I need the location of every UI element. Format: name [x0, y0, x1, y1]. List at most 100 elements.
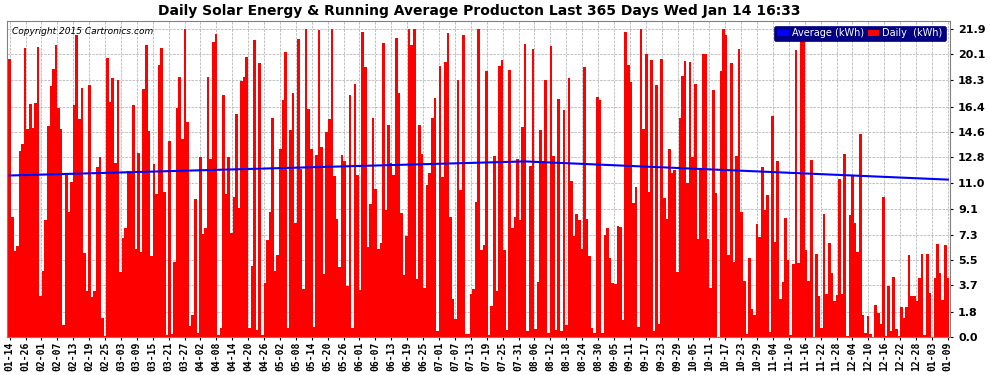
Bar	[163, 192, 165, 337]
Bar	[426, 185, 429, 337]
Bar	[514, 217, 516, 337]
Bar	[8, 58, 11, 337]
Bar	[34, 104, 37, 337]
Bar	[281, 100, 284, 337]
Bar	[853, 222, 856, 337]
Bar	[776, 161, 779, 337]
Bar	[416, 279, 418, 337]
Bar	[361, 32, 364, 337]
Bar	[305, 29, 307, 337]
Bar	[233, 197, 236, 337]
Bar	[565, 326, 567, 337]
Bar	[238, 208, 241, 337]
Bar	[379, 243, 382, 337]
Bar	[941, 300, 944, 337]
Bar	[346, 286, 348, 337]
Bar	[866, 316, 869, 337]
Bar	[341, 155, 344, 337]
Bar	[138, 153, 140, 337]
Bar	[516, 159, 519, 337]
Bar	[658, 324, 660, 337]
Bar	[715, 194, 717, 337]
Bar	[787, 261, 789, 337]
Bar	[480, 250, 482, 337]
Bar	[220, 328, 223, 337]
Bar	[434, 98, 437, 337]
Bar	[650, 60, 652, 337]
Bar	[482, 244, 485, 337]
Bar	[689, 62, 691, 337]
Bar	[676, 272, 678, 337]
Bar	[823, 214, 826, 337]
Bar	[86, 291, 88, 337]
Bar	[181, 139, 183, 337]
Bar	[50, 86, 52, 337]
Bar	[828, 243, 831, 337]
Bar	[663, 198, 665, 337]
Bar	[300, 169, 302, 337]
Bar	[919, 278, 921, 337]
Bar	[54, 45, 57, 337]
Bar	[29, 104, 32, 337]
Bar	[815, 254, 818, 337]
Bar	[75, 35, 78, 337]
Bar	[792, 264, 795, 337]
Bar	[892, 277, 895, 337]
Bar	[16, 246, 19, 337]
Bar	[707, 239, 710, 337]
Bar	[336, 219, 339, 337]
Bar	[250, 266, 253, 337]
Bar	[387, 124, 390, 337]
Bar	[11, 217, 14, 337]
Bar	[135, 249, 138, 337]
Bar	[633, 203, 635, 337]
Bar	[37, 47, 40, 337]
Bar	[937, 244, 939, 337]
Bar	[908, 255, 911, 337]
Bar	[882, 197, 885, 337]
Bar	[62, 325, 65, 337]
Bar	[413, 29, 416, 337]
Bar	[279, 149, 281, 337]
Bar	[846, 336, 848, 337]
Bar	[328, 118, 331, 337]
Bar	[80, 88, 83, 337]
Bar	[297, 39, 300, 337]
Bar	[529, 166, 532, 337]
Bar	[738, 49, 741, 337]
Bar	[204, 228, 207, 337]
Bar	[638, 327, 640, 337]
Bar	[929, 293, 932, 337]
Bar	[554, 330, 557, 337]
Bar	[268, 212, 271, 337]
Bar	[763, 210, 766, 337]
Bar	[27, 129, 29, 337]
Bar	[826, 294, 828, 337]
Bar	[588, 256, 591, 337]
Bar	[596, 97, 599, 337]
Bar	[831, 273, 834, 337]
Bar	[266, 240, 268, 337]
Bar	[437, 331, 439, 337]
Bar	[647, 192, 650, 337]
Bar	[704, 54, 707, 337]
Legend: Average (kWh), Daily  (kWh): Average (kWh), Daily (kWh)	[774, 26, 945, 41]
Bar	[191, 315, 194, 337]
Bar	[313, 327, 315, 337]
Bar	[210, 159, 212, 337]
Bar	[944, 246, 946, 337]
Bar	[424, 288, 426, 337]
Bar	[52, 69, 54, 337]
Bar	[19, 152, 21, 337]
Bar	[861, 315, 864, 337]
Bar	[348, 95, 351, 337]
Bar	[660, 59, 663, 337]
Bar	[547, 333, 549, 337]
Bar	[421, 154, 424, 337]
Bar	[839, 179, 841, 337]
Bar	[733, 262, 736, 337]
Bar	[253, 40, 255, 337]
Bar	[326, 132, 328, 337]
Bar	[333, 176, 336, 337]
Bar	[431, 118, 434, 337]
